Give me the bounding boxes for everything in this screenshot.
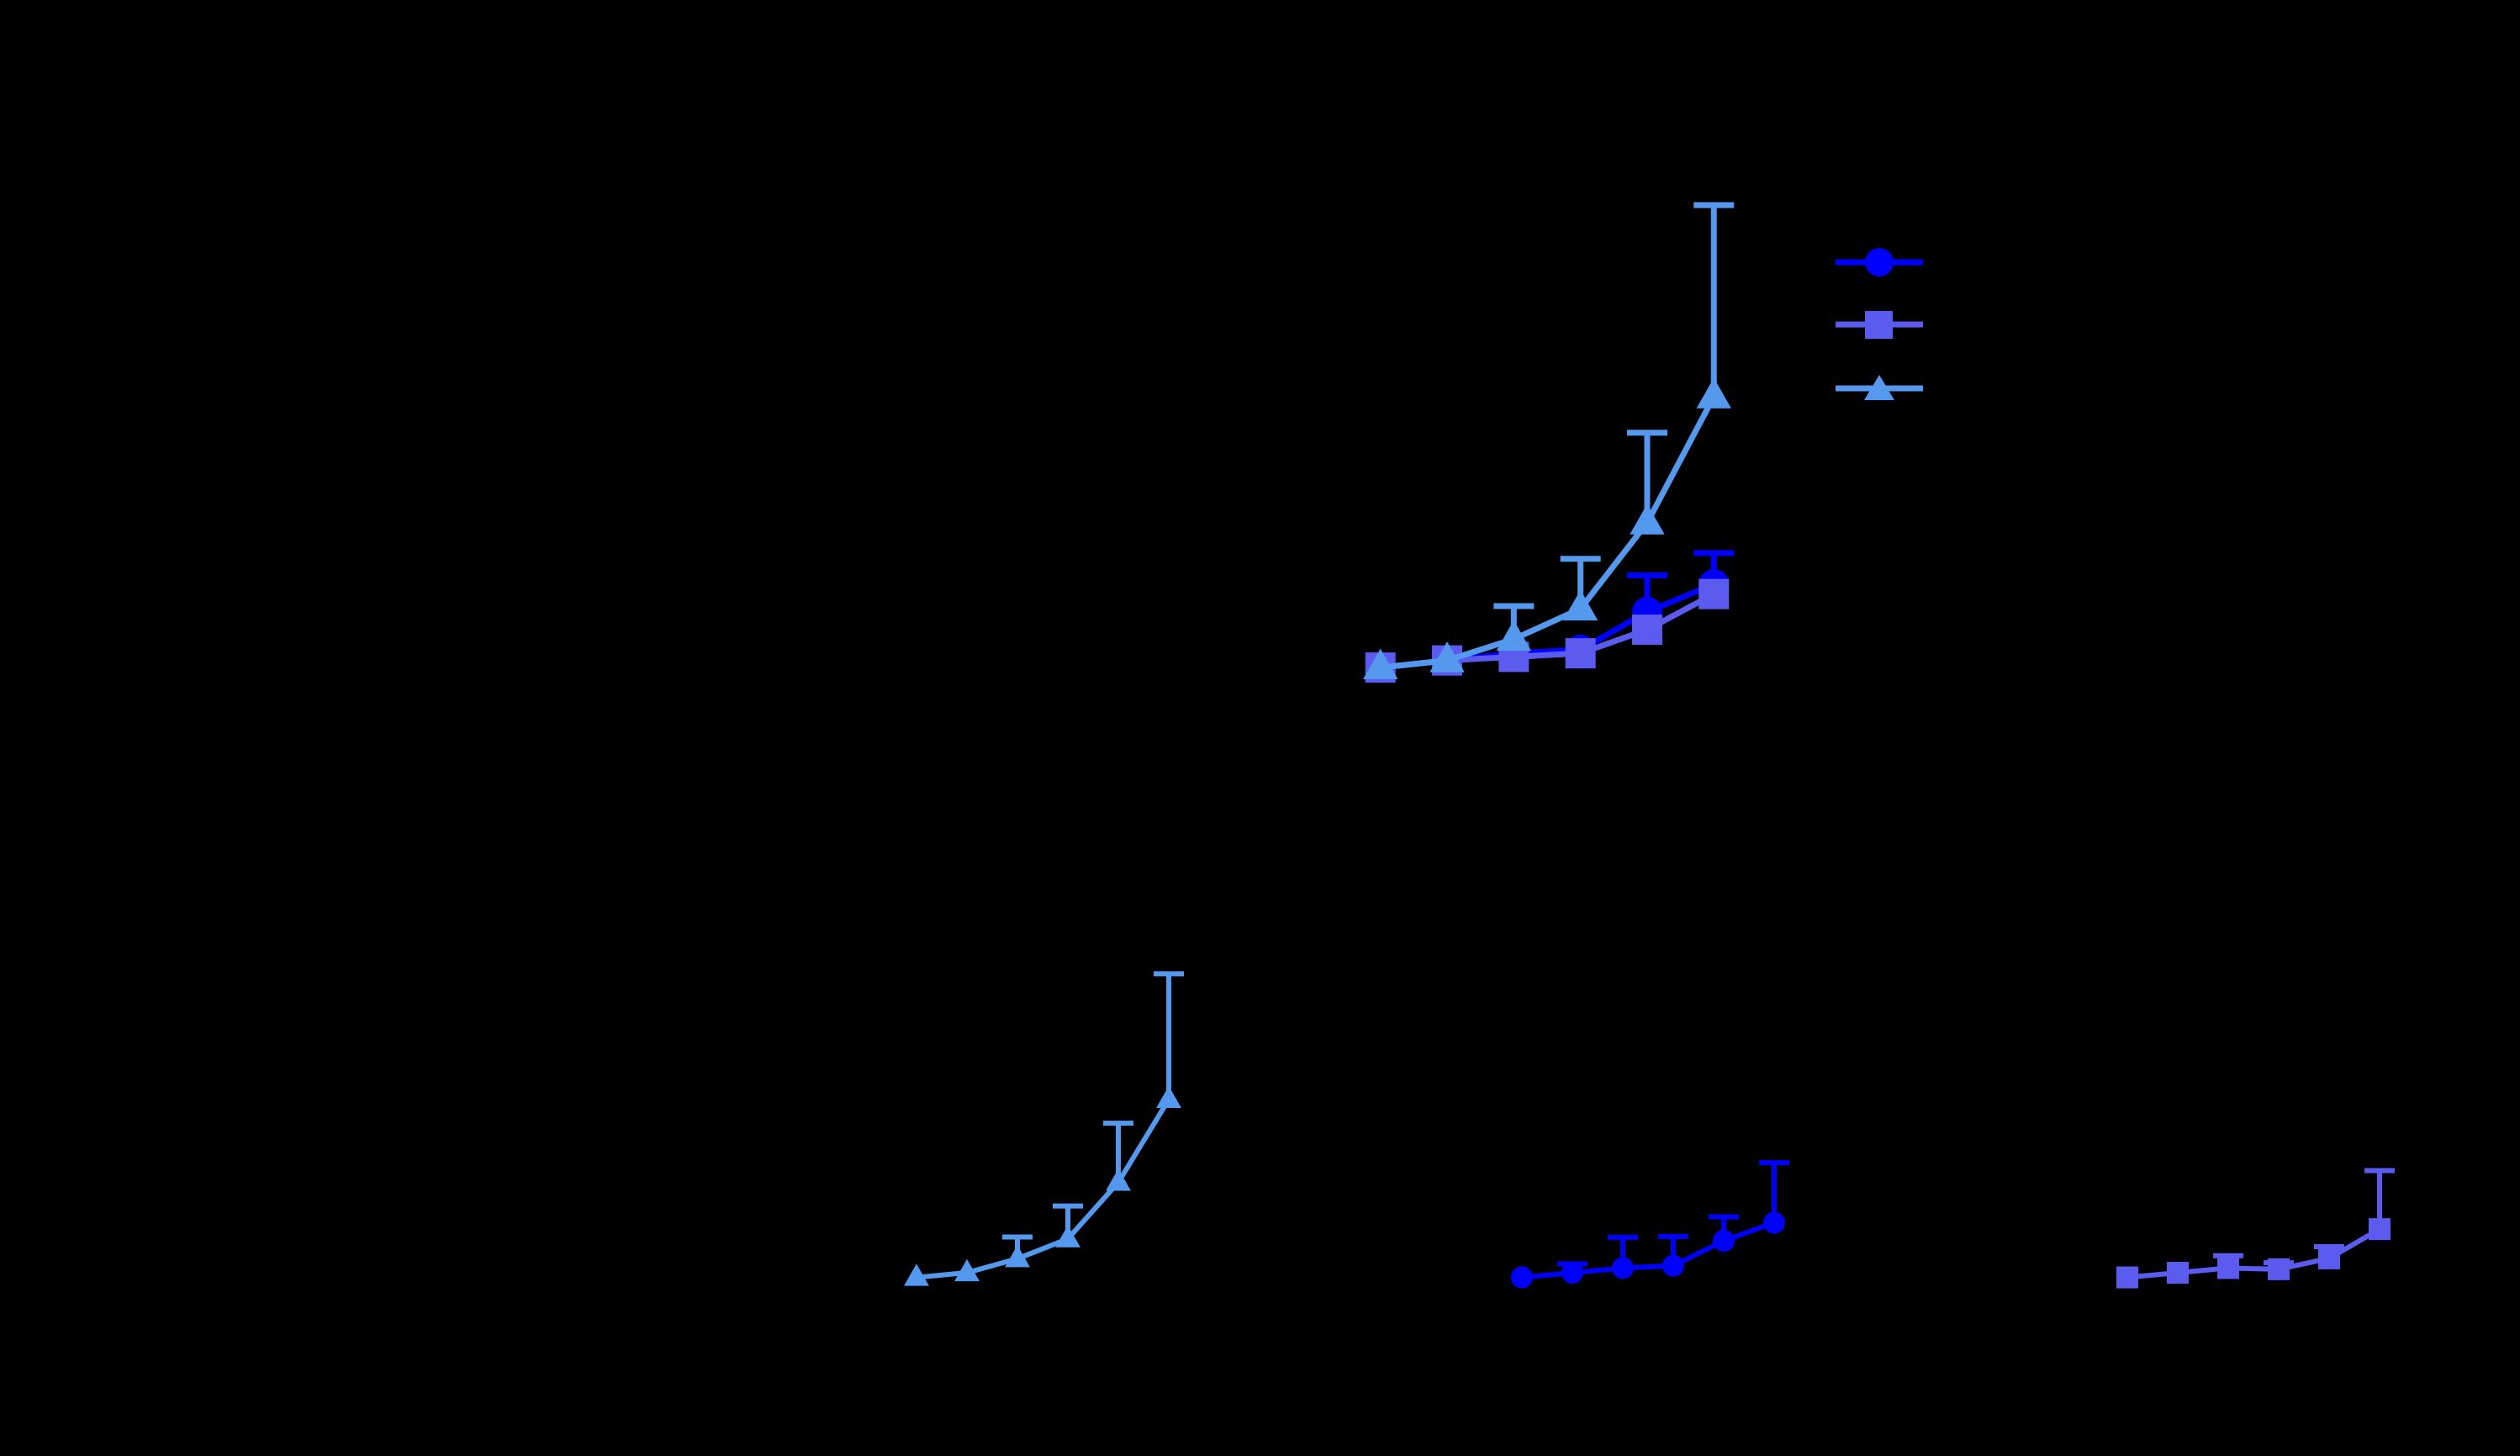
triangle-series-point [1055, 1225, 1080, 1248]
legend-entry-triangle[interactable] [1829, 368, 1930, 402]
triangle-panel [866, 971, 1219, 1311]
circle-panel [1471, 975, 1825, 1311]
circle-series-point [1561, 1261, 1583, 1284]
triangle-series-point [1106, 1168, 1131, 1191]
triangle-series-point [1630, 504, 1665, 535]
square-panel-plot [2116, 1168, 2395, 1289]
triangle-panel-plot [904, 971, 1184, 1286]
triangle-series-point [1005, 1245, 1030, 1268]
triangle-series-errorbar [1693, 202, 1735, 397]
triangle-series-point [1496, 620, 1532, 652]
triangle-series-point [1562, 589, 1598, 621]
combined-panel [1312, 202, 1783, 715]
square-marker-icon [1836, 311, 1923, 339]
square-series-point [2217, 1257, 2239, 1279]
circle-series-point [1612, 1257, 1634, 1279]
triangle-series-point [1156, 1085, 1181, 1109]
circle-marker-icon [1836, 248, 1923, 277]
combined-panel-plot [1363, 202, 1735, 683]
circle-series-point [1763, 1211, 1785, 1234]
legend-entry-square[interactable] [1829, 306, 1930, 340]
circle-series-point [1713, 1230, 1735, 1253]
legend-entry-circle[interactable] [1829, 244, 1930, 277]
square-series-point [2167, 1261, 2189, 1284]
square-series-line [2125, 1227, 2382, 1280]
circle-series-point [1511, 1266, 1533, 1289]
triangle-series-errorbar [1154, 971, 1184, 1100]
triangle-marker-icon [1836, 375, 1923, 400]
triangle-series-point [904, 1263, 929, 1286]
circle-series-line [1519, 1220, 1777, 1280]
square-panel [2077, 975, 2430, 1311]
triangle-series-point [1363, 648, 1398, 680]
circle-series-point [1662, 1254, 1684, 1277]
circle-panel-plot [1511, 1160, 1789, 1289]
triangle-series-point [1696, 377, 1731, 409]
triangle-series-point [1429, 641, 1465, 673]
square-series-point [1631, 615, 1662, 646]
square-series-point [1565, 638, 1596, 669]
square-series-point [2116, 1266, 2138, 1289]
triangle-series-line [1377, 393, 1717, 671]
square-series-point [2369, 1218, 2391, 1241]
square-series-point [1698, 578, 1730, 609]
square-series-point [2318, 1247, 2340, 1269]
triangle-series-line [914, 1096, 1171, 1280]
legend [1829, 244, 2165, 412]
triangle-series-point [954, 1258, 980, 1282]
square-series-point [2268, 1258, 2290, 1280]
